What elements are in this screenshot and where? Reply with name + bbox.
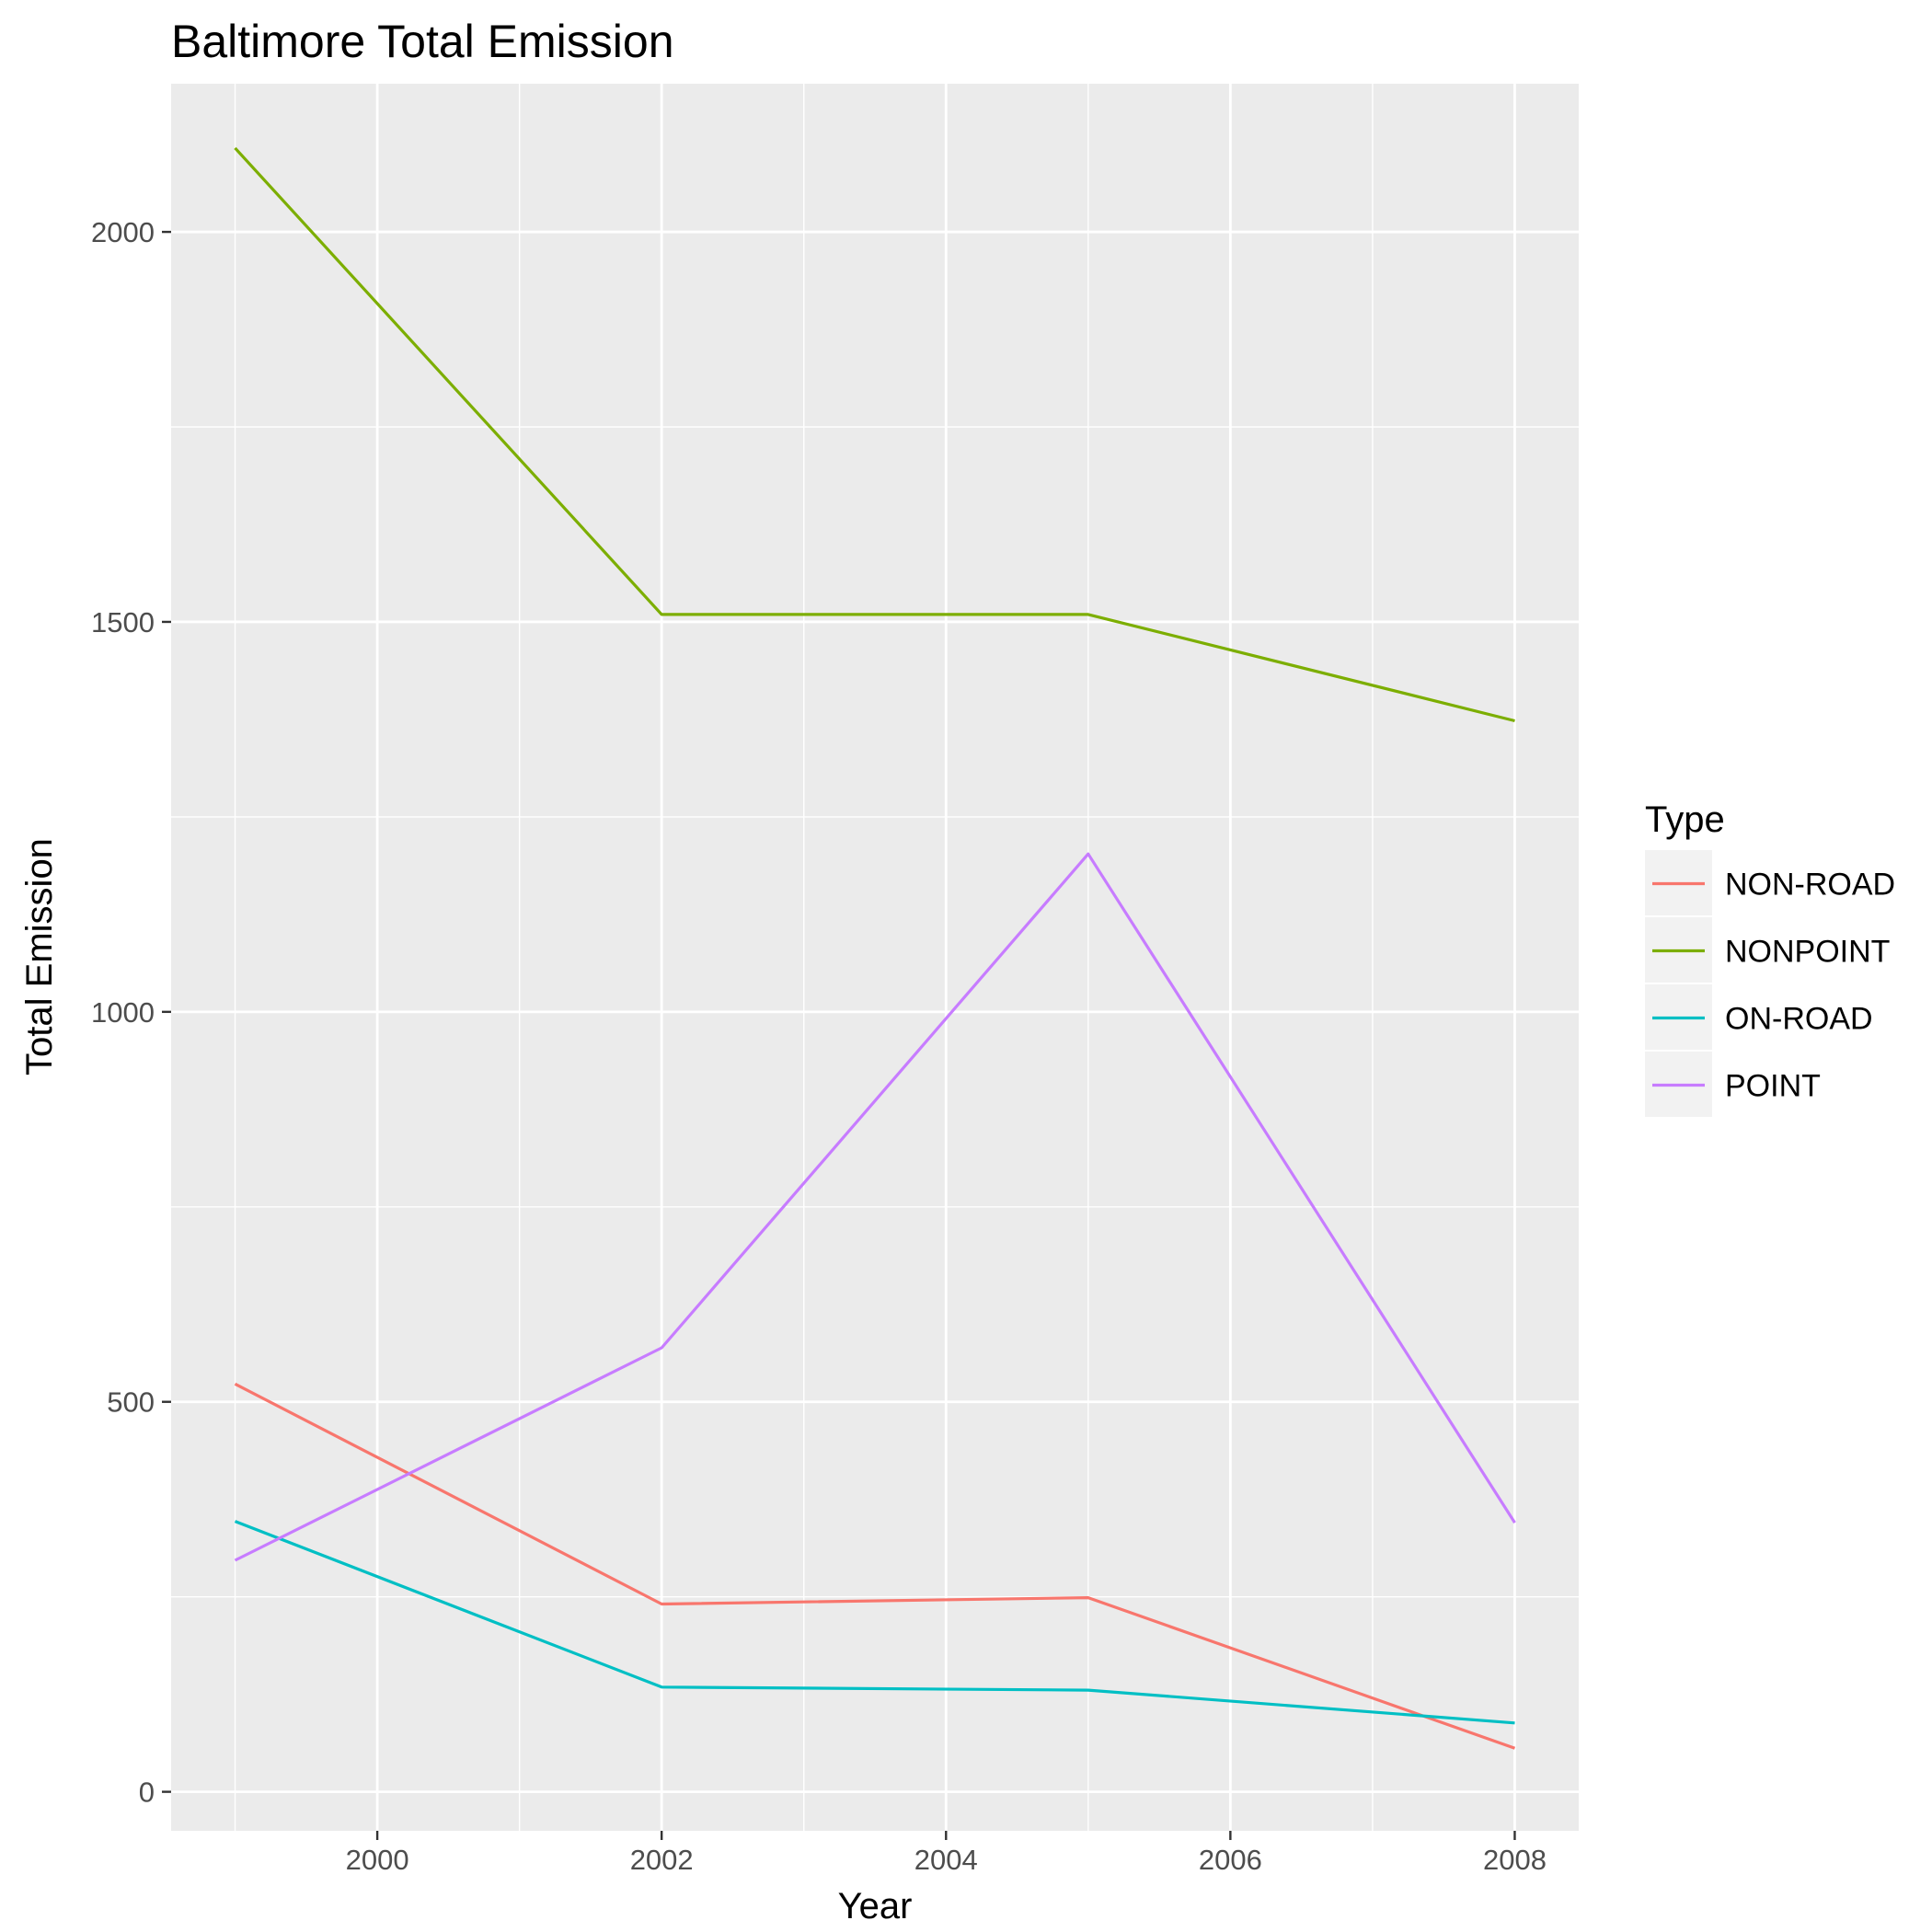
y-tick-label: 1000 (91, 996, 155, 1029)
y-tick-label: 2000 (91, 216, 155, 248)
series-line-point (234, 852, 1516, 1562)
y-axis-title: Total Emission (19, 838, 60, 1075)
legend-title: Type (1645, 799, 1725, 840)
x-axis: 2000 2002 2004 2006 2008 (346, 1831, 1547, 1876)
x-tick-label: 2000 (346, 1844, 409, 1876)
legend: Type NON-ROAD NONPOINT ON-ROAD POINT (1645, 799, 1895, 1117)
y-tick-label: 500 (107, 1386, 155, 1419)
x-tick-label: 2008 (1483, 1844, 1547, 1876)
series-lines (234, 146, 1516, 1750)
x-tick-label: 2004 (914, 1844, 978, 1876)
legend-label: NONPOINT (1725, 935, 1890, 970)
y-axis: 0 500 1000 1500 2000 (91, 216, 171, 1809)
series-line-on-road (234, 1520, 1515, 1725)
grid-minor (171, 84, 1579, 1831)
series-line-nonpoint (234, 146, 1515, 723)
legend-label: ON-ROAD (1725, 1002, 1873, 1037)
series-line-non-road (234, 1382, 1516, 1750)
x-tick-label: 2006 (1199, 1844, 1262, 1876)
x-axis-title: Year (838, 1886, 913, 1926)
x-tick-label: 2002 (630, 1844, 694, 1876)
grid-major (171, 84, 1579, 1831)
legend-label: NON-ROAD (1725, 868, 1895, 903)
y-tick-label: 0 (139, 1777, 155, 1809)
plot-panel (171, 84, 1579, 1831)
legend-label: POINT (1725, 1069, 1821, 1104)
chart-title: Baltimore Total Emission (171, 16, 674, 67)
y-tick-label: 1500 (91, 606, 155, 638)
